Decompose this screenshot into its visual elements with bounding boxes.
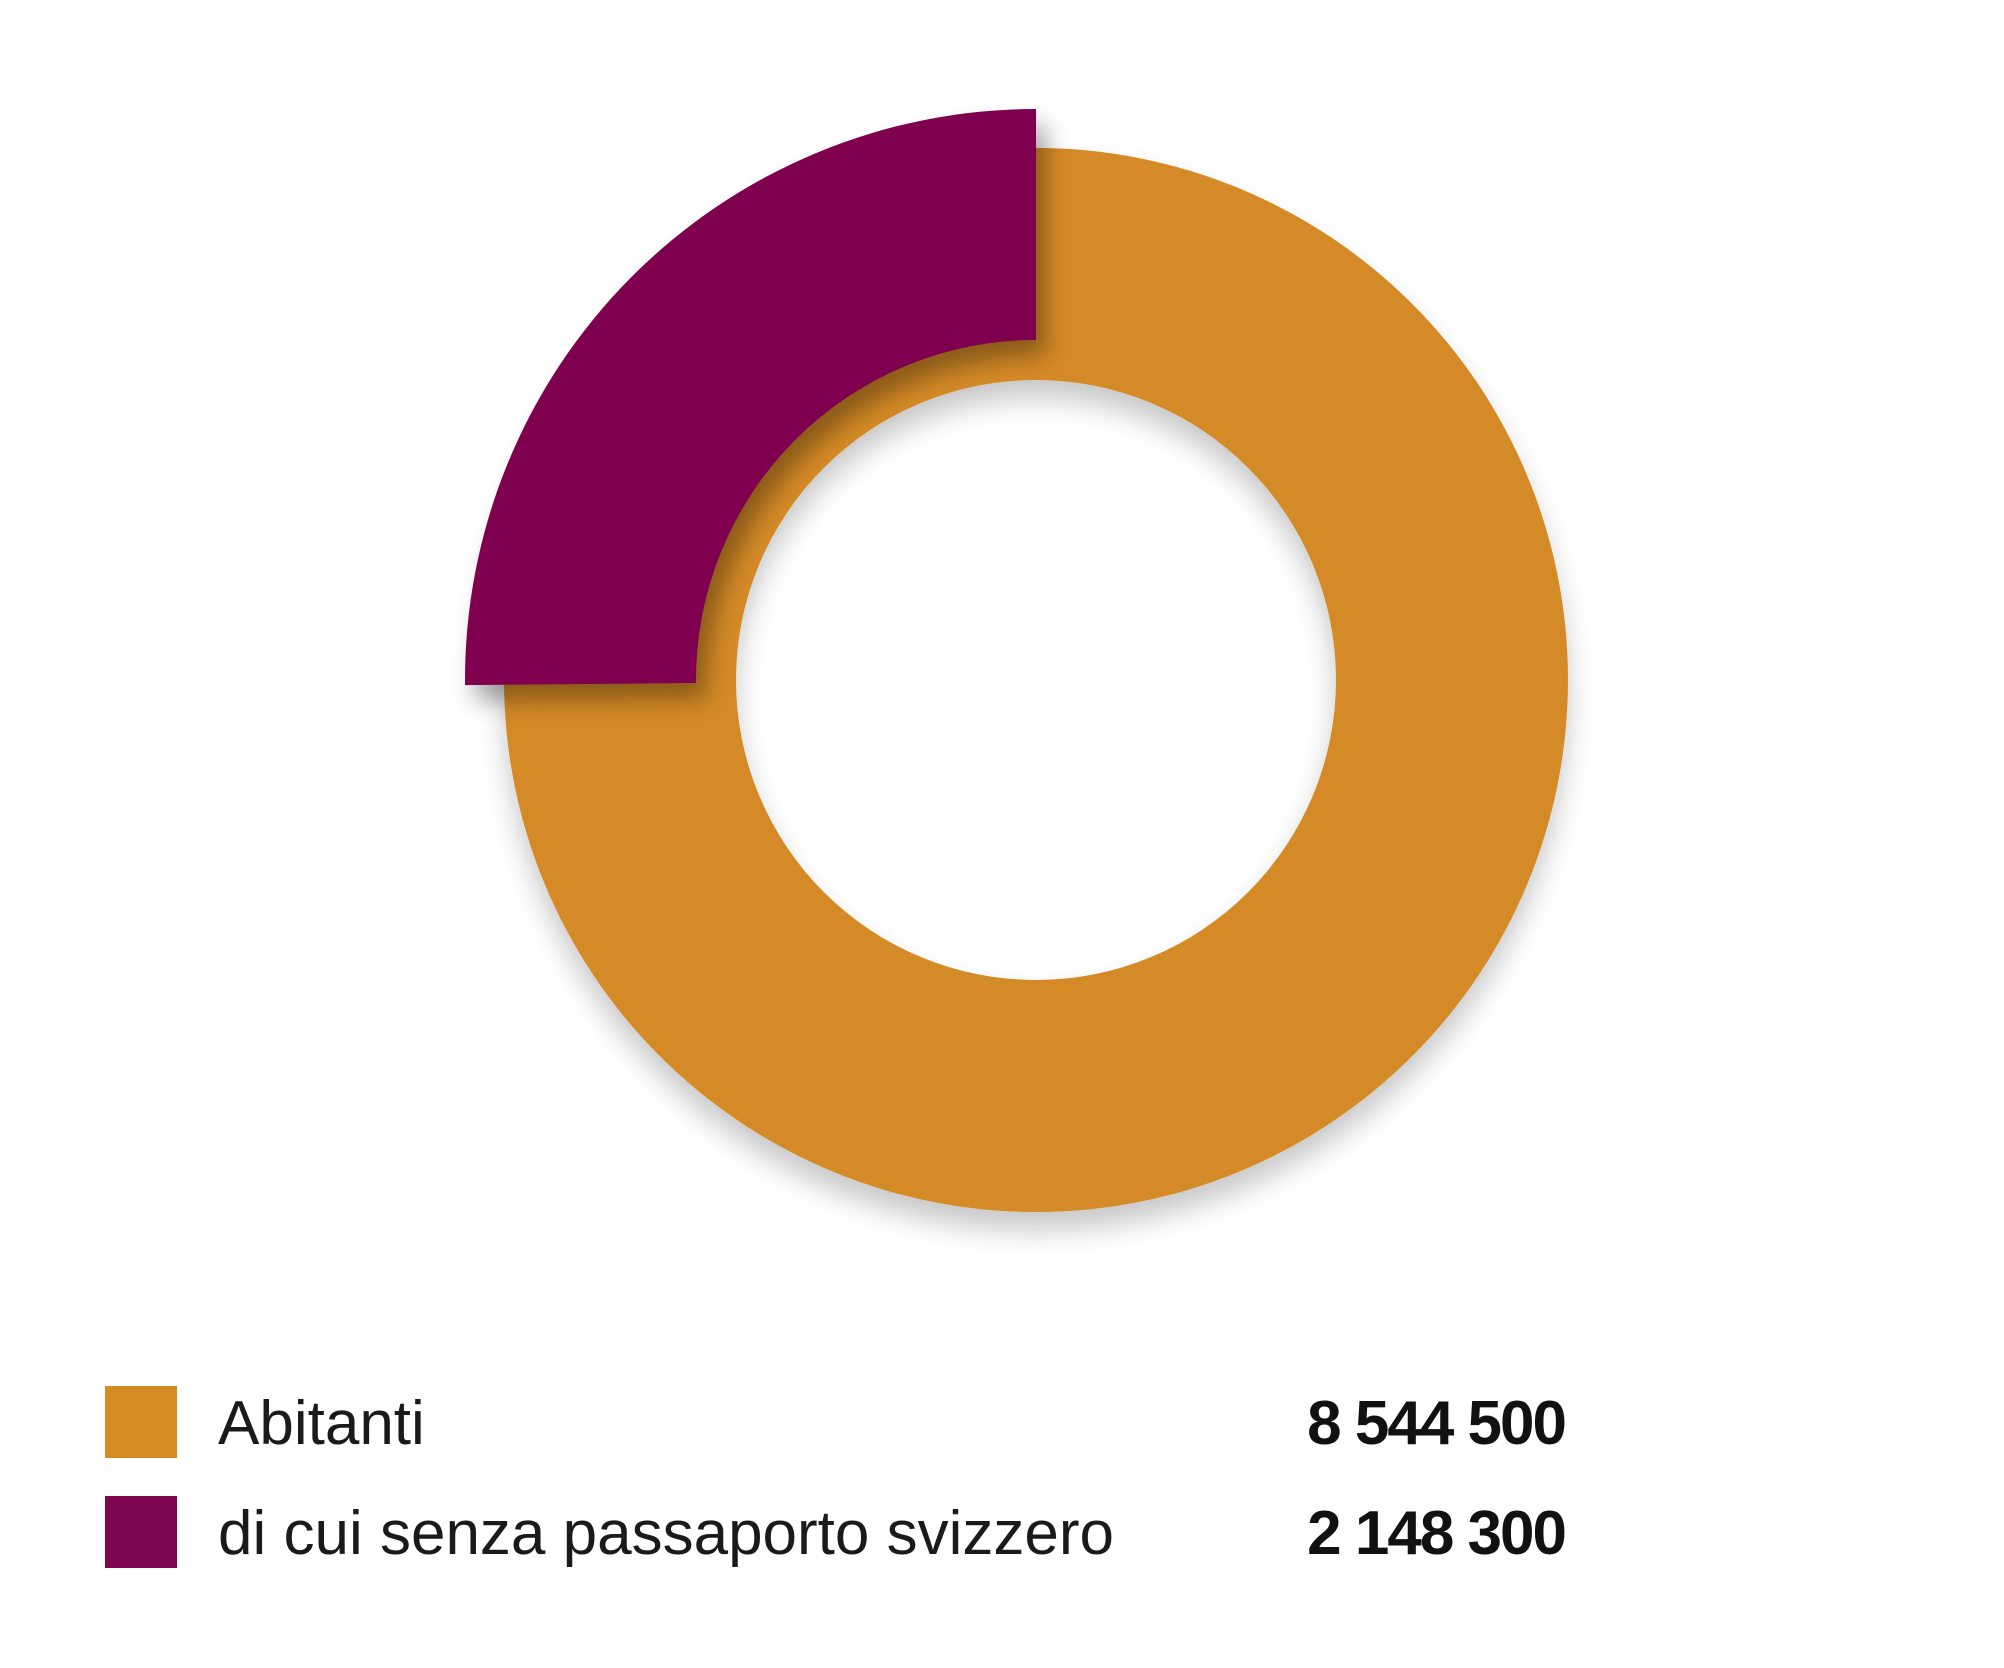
legend-label-senza-passaporto: di cui senza passaporto svizzero <box>218 1499 1115 1568</box>
legend-item-senza-passaporto: di cui senza passaporto svizzero 2 148 3… <box>105 1496 1567 1576</box>
legend-swatch-senza-passaporto <box>105 1496 177 1568</box>
donut-highlight-group <box>465 109 1037 686</box>
legend-label-abitanti: Abitanti <box>218 1389 425 1458</box>
legend-swatch-abitanti <box>105 1386 177 1458</box>
slice-senza-passaporto <box>465 109 1037 686</box>
legend-value-abitanti: 8 544 500 <box>1307 1389 1567 1458</box>
legend-value-senza-passaporto: 2 148 300 <box>1307 1499 1567 1568</box>
legend-item-abitanti: Abitanti 8 544 500 <box>105 1386 1567 1466</box>
